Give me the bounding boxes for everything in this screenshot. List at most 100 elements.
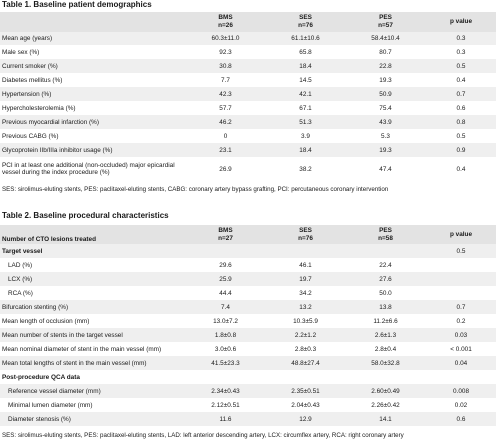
row-value: 23.1 [185,143,265,157]
row-value: 0.5 [425,244,496,258]
row-value: 46.2 [185,115,265,129]
row-value: 48.8±27.4 [265,356,345,370]
row-value: 26.9 [219,165,232,173]
row-label: Diabetes mellitus (%) [2,76,63,84]
table2-col-pes: PES n=58 [345,225,425,244]
row-value: 13.8 [345,300,425,314]
row-value: 50.9 [345,87,425,101]
row-value [425,258,496,272]
row-value: 2.04±0.43 [291,401,320,409]
table-row: LAD (%) 29.6 46.1 22.4 [0,258,496,272]
row-label: Minimal lumen diameter (mm) [8,401,93,409]
row-value: < 0.001 [450,345,472,353]
table-row: Mean total lengths of stent in the main … [0,356,496,370]
row-label: Mean age (years) [0,32,185,45]
row-label: Mean number of stents in the target vess… [0,328,185,342]
row-value: 22.4 [379,261,392,269]
table2-col-ses: SES n=76 [265,225,345,244]
table-row: Diabetes mellitus (%) 7.7 14.5 19.3 0.4 [0,73,496,87]
row-value: 58.0±32.8 [345,356,425,370]
row-value: 11.2±6.6 [373,317,398,325]
row-value: 2.2±1.2 [265,328,345,342]
row-label: Reference vessel diameter (mm) [0,384,185,398]
row-label: Mean total lengths of stent in the main … [0,356,185,370]
row-label: PCI in at least one additional (non-occl… [2,162,175,176]
row-value: 2.8±0.4 [374,345,397,353]
table-row: Post-procedure QCA data [0,370,496,384]
row-value [265,370,345,384]
table1-title: Table 1. Baseline patient demographics [2,0,152,9]
row-value [345,370,425,384]
row-value: 43.9 [345,115,425,129]
row-value: 7.4 [185,300,265,314]
table-row: Bifurcation stenting (%) 7.4 13.2 13.8 0.7 [0,300,496,314]
row-label: Post-procedure QCA data [2,373,80,381]
row-label: Mean length of occlusion (mm) [2,317,90,325]
row-label: Current smoker (%) [0,59,185,73]
table-row: LCX (%) 25.9 19.7 27.6 [0,272,496,286]
row-value: 60.3±11.0 [185,32,265,45]
table-row: Previous myocardial infarction (%) 46.2 51… [0,115,496,129]
row-label: Previous myocardial infarction (%) [0,115,185,129]
row-label: Hypercholesterolemia (%) [2,104,76,112]
row-value: 0.6 [425,412,496,426]
row-label: Previous CABG (%) [2,132,59,140]
row-value [185,370,265,384]
row-value: 75.4 [379,104,392,112]
row-value: 0.04 [425,356,496,370]
row-value [345,244,425,258]
row-value: 3.9 [301,132,310,140]
row-value: 0.4 [456,76,466,84]
table-row: Hypercholesterolemia (%) 57.7 67.1 75.4 0.6 [0,101,496,115]
table-row: Minimal lumen diameter (mm) 2.12±0.51 2.04… [0,398,496,412]
row-value [265,244,345,258]
row-value: 2.34±0.43 [185,384,265,398]
row-value: 44.4 [219,289,232,297]
row-value: 19.3 [345,143,425,157]
table-row: Mean nominal diameter of stent in the ma… [0,342,496,356]
row-label: Target vessel [0,244,185,258]
row-value [425,370,496,384]
row-label: Glycoprotein IIb/IIIa inhibitor usage (%… [0,143,185,157]
row-value: 0.5 [425,59,496,73]
row-value: 19.3 [379,76,392,84]
row-value: 14.5 [299,76,312,84]
row-value: 29.6 [219,261,232,269]
row-value: 0.7 [425,87,496,101]
table1-col-bms: BMS n=26 [185,12,265,32]
row-value: 92.3 [219,48,232,56]
table1-col-pvalue: p value [425,12,496,32]
row-value: 10.3±5.9 [293,317,318,325]
row-value: 42.3 [185,87,265,101]
row-label: LCX (%) [0,272,185,286]
row-label: RCA (%) [8,289,33,297]
row-value: 3.0±0.6 [214,345,237,353]
row-value: 12.9 [265,412,345,426]
row-value: 42.1 [265,87,345,101]
row-value: 2.35±0.51 [265,384,345,398]
table-row: Mean age (years) 60.3±11.0 61.1±10.6 58.4±1… [0,32,496,45]
row-value [185,244,265,258]
row-value: 46.1 [299,261,312,269]
row-value [425,272,496,286]
row-value: 51.3 [265,115,345,129]
row-value: 13.0±7.2 [213,317,238,325]
row-value: 22.8 [345,59,425,73]
row-value: 7.7 [221,76,230,84]
row-value: 1.8±0.8 [185,328,265,342]
table-row: Reference vessel diameter (mm) 2.34±0.43 2… [0,384,496,398]
row-label: Bifurcation stenting (%) [0,300,185,314]
table-row: Glycoprotein IIb/IIIa inhibitor usage (%… [0,143,496,157]
row-value: 2.6±1.3 [345,328,425,342]
table1-footnote: SES: sirolimus-eluting stents, PES: pacl… [2,186,389,193]
table-row: Mean length of occlusion (mm) 13.0±7.2 10.… [0,314,496,328]
row-label: LAD (%) [8,261,33,269]
table1: BMS n=26 SES n=76 PES n=57 p value Mean age… [0,12,496,181]
table2-col-bms: BMS n=27 [185,225,265,244]
row-value [425,286,496,300]
row-value: 47.4 [379,165,392,173]
row-value: 5.3 [381,132,390,140]
row-value: 13.2 [265,300,345,314]
row-value: 65.8 [299,48,312,56]
row-value: 0.9 [425,143,496,157]
